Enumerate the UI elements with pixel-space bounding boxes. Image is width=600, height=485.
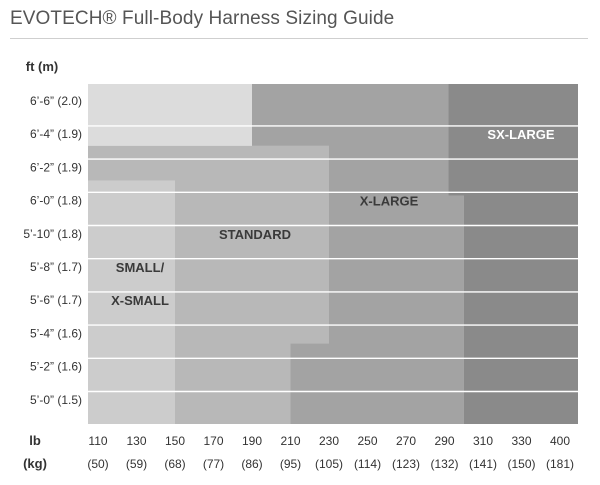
zone-x-large (252, 84, 464, 424)
y-tick-label: 5’-0” (1.5) (30, 393, 82, 407)
zone-label-sx-large: SX-LARGE (487, 127, 555, 142)
x-tick-label-kg: (50) (87, 457, 108, 471)
y-tick-label: 5’-2” (1.6) (30, 360, 82, 374)
y-tick-label: 5’-8” (1.7) (30, 260, 82, 274)
x-tick-label-kg: (68) (164, 457, 185, 471)
x-axis-label-lb: lb (29, 433, 41, 448)
x-axis-label-kg: (kg) (23, 456, 47, 471)
x-tick-label-kg: (150) (507, 457, 535, 471)
x-tick-label-kg: (105) (315, 457, 343, 471)
x-tick-label-lb: 290 (434, 434, 454, 448)
y-tick-label: 5’-10” (1.8) (23, 227, 82, 241)
x-tick-label-kg: (86) (241, 457, 262, 471)
y-tick-label: 5’-6” (1.7) (30, 293, 82, 307)
y-tick-label: 6’-0” (1.8) (30, 194, 82, 208)
x-tick-label-kg: (132) (430, 457, 458, 471)
x-tick-label-kg: (114) (354, 457, 381, 471)
x-tick-label-kg: (77) (203, 457, 224, 471)
x-tick-label-lb: 110 (88, 434, 107, 448)
x-tick-label-lb: 330 (511, 434, 531, 448)
zone-sx-large (448, 84, 578, 424)
y-tick-label: 6’-6” (2.0) (30, 94, 82, 108)
y-axis-label: ft (m) (26, 59, 59, 74)
x-tick-label-lb: 190 (242, 434, 262, 448)
y-tick-label: 6’-4” (1.9) (30, 127, 82, 141)
zone-label-small: SMALL/ (116, 260, 165, 275)
x-tick-label-lb: 310 (473, 434, 493, 448)
zone-standard (88, 145, 329, 424)
x-tick-label-kg: (95) (280, 457, 301, 471)
x-tick-label-kg: (123) (392, 457, 420, 471)
zone-label-x-small: X-SMALL (111, 293, 169, 308)
x-tick-label-lb: 170 (203, 434, 223, 448)
zone-small-x-small (88, 180, 175, 424)
y-tick-label: 6’-2” (1.9) (30, 160, 82, 174)
x-tick-label-kg: (59) (126, 457, 147, 471)
x-tick-label-lb: 150 (165, 434, 185, 448)
x-tick-label-lb: 250 (357, 434, 377, 448)
title-divider (10, 38, 588, 39)
x-tick-label-lb: 130 (126, 434, 146, 448)
zone-label-x-large: X-LARGE (360, 194, 419, 209)
x-tick-label-lb: 210 (280, 434, 300, 448)
x-tick-label-kg: (181) (546, 457, 574, 471)
x-tick-label-lb: 230 (319, 434, 339, 448)
page-title: EVOTECH® Full-Body Harness Sizing Guide (10, 8, 395, 29)
x-tick-label-kg: (141) (469, 457, 497, 471)
zone-label-standard: STANDARD (219, 227, 291, 242)
y-tick-label: 5’-4” (1.6) (30, 326, 82, 340)
x-tick-label-lb: 270 (396, 434, 416, 448)
x-tick-label-lb: 400 (550, 434, 570, 448)
